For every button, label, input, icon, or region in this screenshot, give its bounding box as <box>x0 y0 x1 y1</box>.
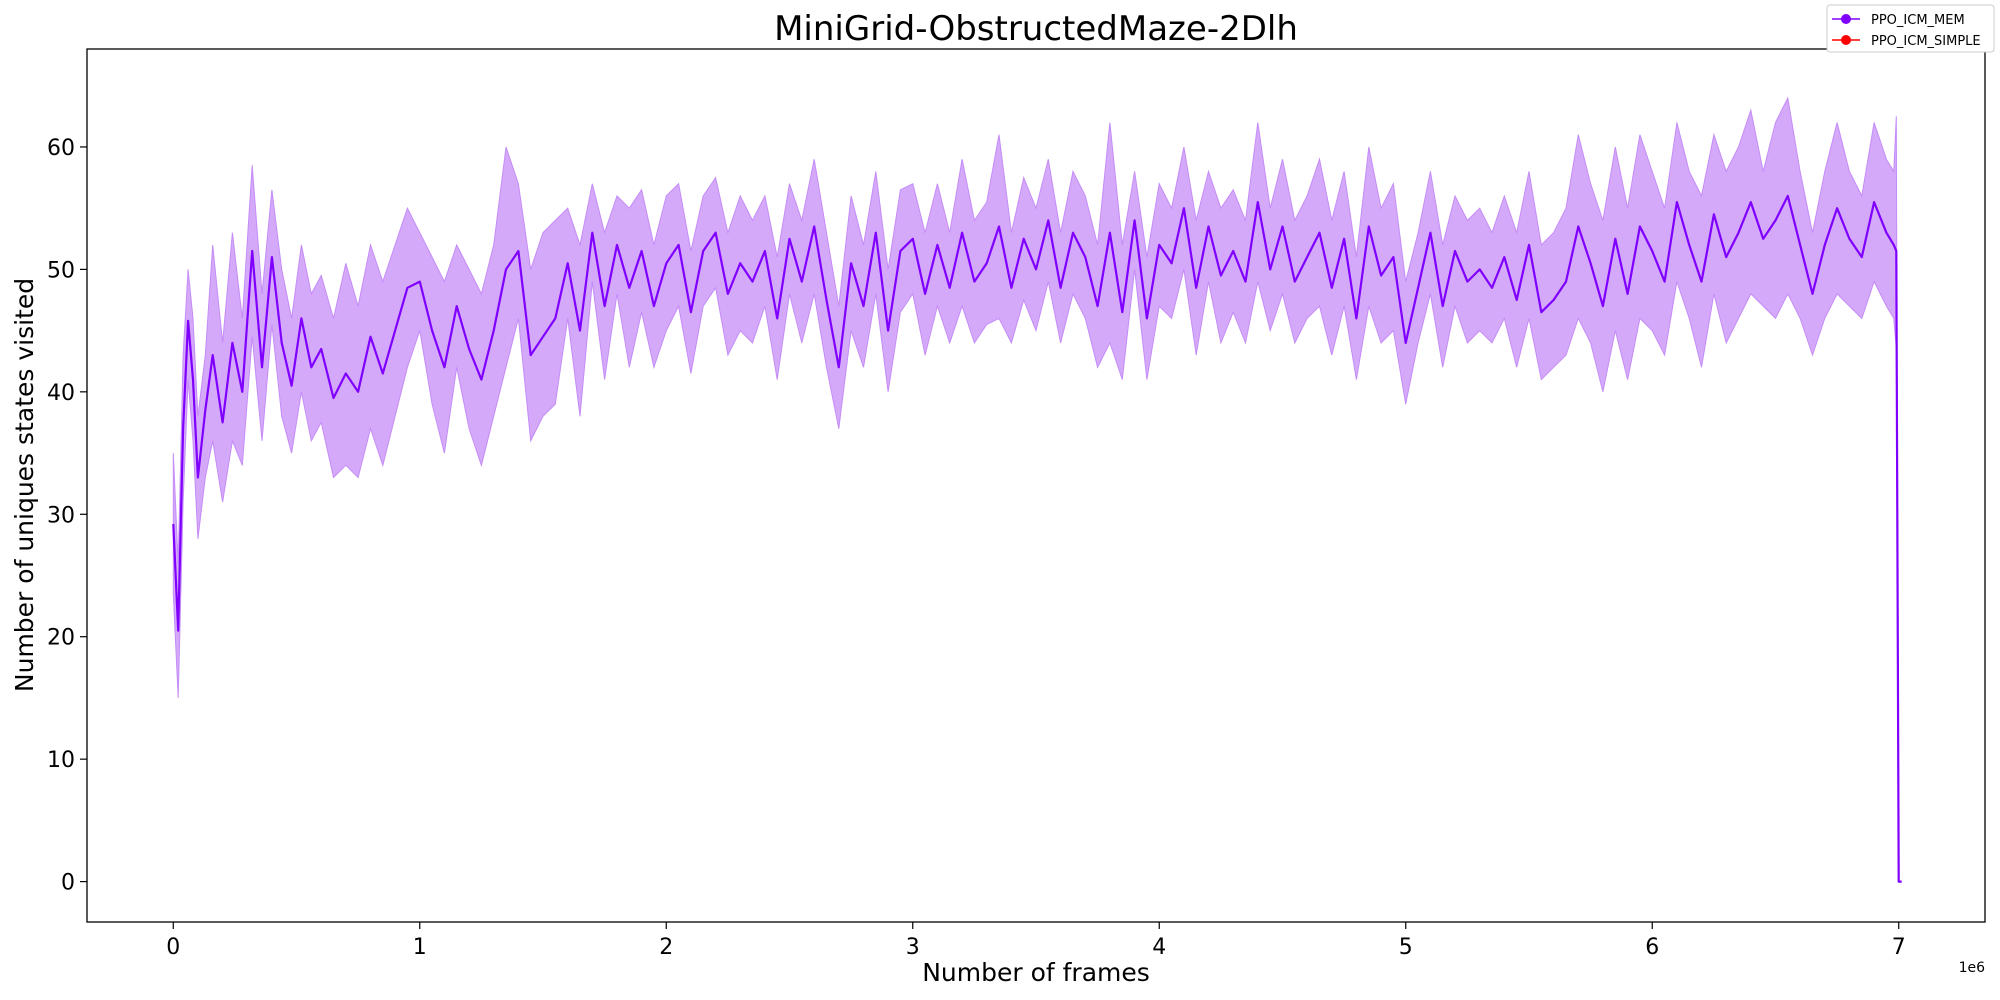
plot-frame <box>86 48 1986 923</box>
y-tick-label: 60 <box>47 136 75 161</box>
y-tick-label: 10 <box>47 748 75 773</box>
legend: PPO_ICM_MEM PPO_ICM_SIMPLE <box>1826 4 1995 53</box>
y-tick-label: 0 <box>61 871 75 896</box>
y-tick-label: 40 <box>47 381 75 406</box>
x-axis-offset: 1e6 <box>1959 960 1986 976</box>
x-tick-label: 5 <box>1399 935 1413 960</box>
legend-frame <box>1826 4 1995 53</box>
series-line-ppo-icm-mem <box>172 194 1902 883</box>
x-tick-label: 3 <box>906 935 920 960</box>
x-tick-label: 6 <box>1645 935 1659 960</box>
x-tick-label: 7 <box>1892 935 1906 960</box>
legend-label-ppo-icm-mem: PPO_ICM_MEM <box>1871 13 1965 28</box>
legend-marker-ppo-icm-mem <box>1841 14 1851 24</box>
y-tick-label: 30 <box>47 503 75 528</box>
x-tick-label: 2 <box>659 935 673 960</box>
legend-marker-ppo-icm-simple <box>1841 35 1851 45</box>
y-tick-label: 20 <box>47 626 75 651</box>
x-tick-label: 0 <box>166 935 180 960</box>
x-axis-label: Number of frames <box>922 958 1150 987</box>
y-tick-label: 50 <box>47 258 75 283</box>
x-tick-label: 4 <box>1152 935 1166 960</box>
chart-title: MiniGrid-ObstructedMaze-2Dlh <box>774 9 1298 49</box>
x-tick-label: 1 <box>413 935 427 960</box>
y-axis: 0 10 20 30 40 50 60 <box>47 136 87 896</box>
y-axis-label: Number of uniques states visited <box>10 278 39 692</box>
plot-area <box>172 96 1902 883</box>
x-axis: 0 1 2 3 4 5 6 7 <box>166 922 1906 960</box>
legend-label-ppo-icm-simple: PPO_ICM_SIMPLE <box>1871 34 1981 49</box>
